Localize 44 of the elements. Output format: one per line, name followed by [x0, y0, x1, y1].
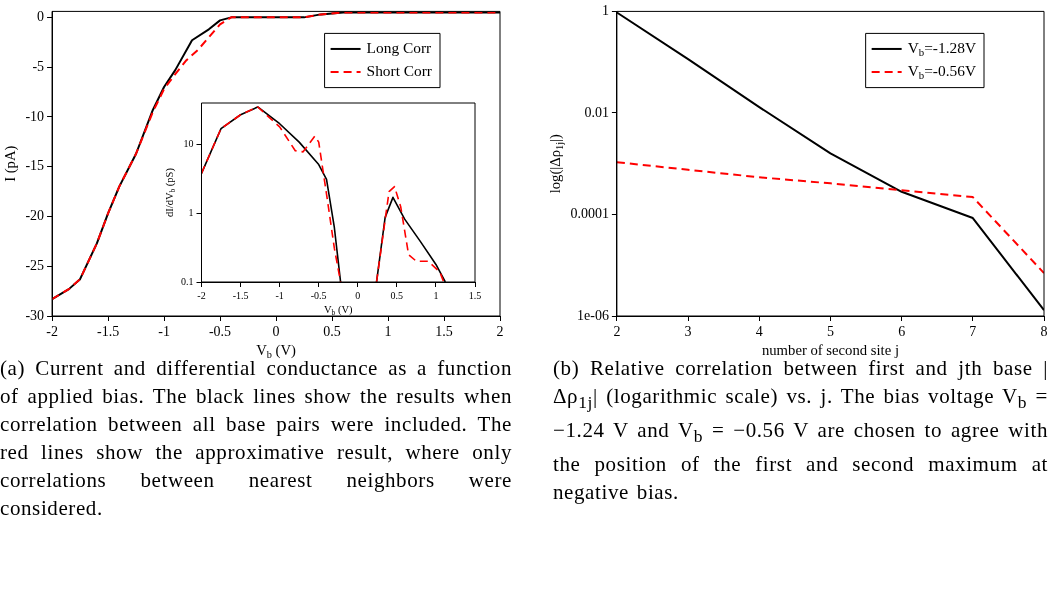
x-tick-label: 0.5	[323, 324, 341, 340]
x-tick-label: -1.5	[96, 324, 120, 340]
x-tick-label: -1	[158, 324, 170, 340]
y-tick-label: -5	[32, 58, 45, 74]
x-tick-label: 0	[272, 324, 280, 340]
x-tick-label: 0	[355, 289, 361, 301]
x-tick-label: -2	[197, 289, 206, 301]
x-tick-label: 6	[898, 324, 906, 340]
x-tick-label: -2	[46, 324, 58, 340]
x-tick-label: 0.5	[390, 289, 404, 301]
x-axis-title: number of second site j	[761, 341, 899, 358]
x-tick-label: -1	[275, 289, 284, 301]
y-tick-label: -10	[25, 108, 45, 124]
legend-label: Long Corr	[366, 39, 432, 56]
x-tick-label: 2	[496, 324, 504, 340]
x-tick-label: -1.5	[232, 289, 249, 301]
x-tick-label: 1	[433, 289, 439, 301]
line-series	[616, 161, 1044, 275]
y-tick-label: -25	[25, 257, 45, 273]
x-tick-label: 1.5	[435, 324, 453, 340]
x-tick-label: 5	[826, 324, 834, 340]
y-tick-label: -30	[25, 307, 45, 323]
y-tick-label: 0.0001	[570, 206, 609, 222]
y-axis-title: log(|Δρ1j|)	[547, 133, 566, 194]
x-tick-label: 3	[684, 324, 692, 340]
y-tick-label: 1e-06	[577, 307, 609, 323]
y-axis-title: I (pA)	[2, 145, 20, 182]
y-tick-label: 0	[37, 9, 45, 25]
y-tick-label: -15	[25, 158, 45, 174]
x-tick-label: 8	[1040, 324, 1048, 340]
legend-label: Short Corr	[366, 62, 433, 80]
y-tick-label: 10	[183, 138, 194, 150]
y-tick-label: 1	[601, 3, 609, 19]
x-tick-label: 4	[755, 324, 763, 340]
x-tick-label: 2	[613, 324, 621, 340]
y-tick-label: 0.1	[181, 275, 194, 287]
x-tick-label: -0.5	[310, 289, 327, 301]
x-tick-label: 1	[384, 324, 392, 340]
x-tick-label: 7	[969, 324, 977, 340]
y-tick-label: -20	[25, 208, 45, 224]
x-tick-label: 1.5	[468, 289, 482, 301]
y-tick-label: 1	[188, 206, 194, 218]
x-tick-label: -0.5	[208, 324, 232, 340]
y-tick-label: 0.01	[584, 104, 609, 120]
